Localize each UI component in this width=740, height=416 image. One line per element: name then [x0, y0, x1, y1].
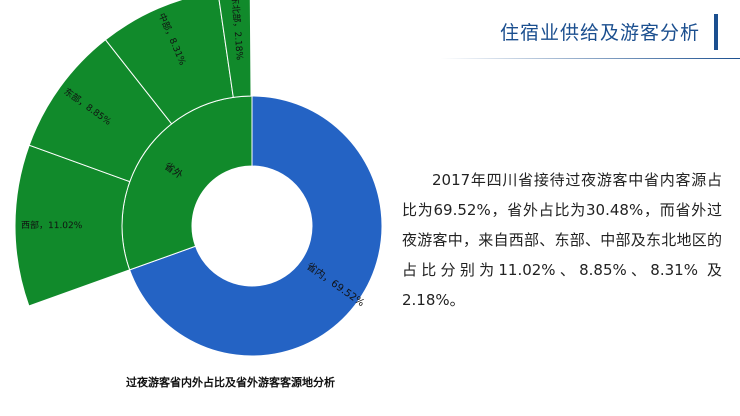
outer-segment-3 — [218, 0, 252, 98]
slide-header: 住宿业供给及游客分析 — [0, 0, 740, 60]
outer-segment-2 — [104, 0, 234, 125]
outer-ring — [14, 0, 252, 307]
analysis-text: 2017年四川省接待过夜游客中省内客源占比为69.52%，省外占比为30.48%… — [402, 171, 722, 309]
header-divider — [440, 58, 740, 59]
outer-label-0: 西部，11.02% — [21, 219, 83, 231]
inner-ring — [121, 95, 383, 357]
page-title: 住宿业供给及游客分析 — [499, 22, 700, 44]
chart-caption: 过夜游客省内外占比及省外游客客源地分析 — [126, 376, 335, 389]
title-accent-bar — [714, 14, 718, 50]
inner-segment-0 — [128, 95, 383, 357]
